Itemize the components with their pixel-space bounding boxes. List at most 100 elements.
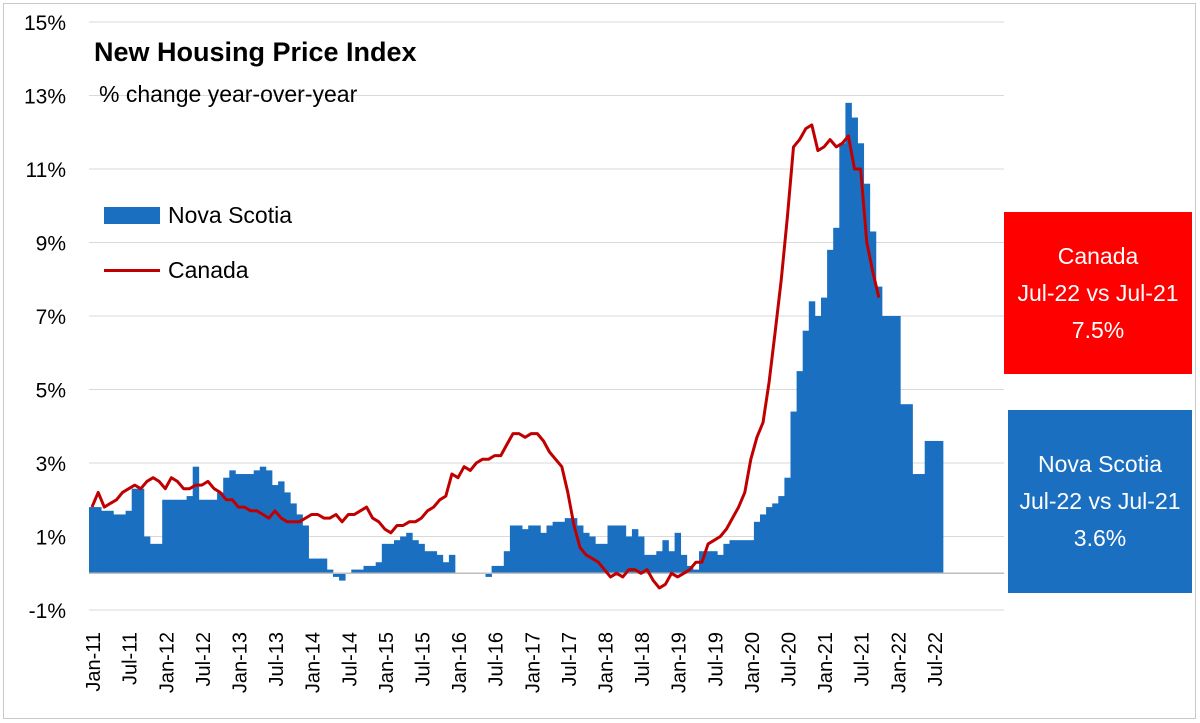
bar xyxy=(381,543,389,574)
bar xyxy=(790,411,797,574)
bar xyxy=(570,518,578,574)
x-tick-label: Jan-12 xyxy=(156,632,178,693)
y-tick-label: 5% xyxy=(36,380,66,403)
bar xyxy=(107,510,114,574)
bar xyxy=(595,543,602,574)
bar xyxy=(302,525,309,574)
x-tick-label: Jul-11 xyxy=(120,632,142,685)
bar xyxy=(839,143,846,574)
bar xyxy=(888,316,895,574)
bar xyxy=(796,371,804,574)
x-tick-label: Jan-13 xyxy=(229,632,251,693)
bar xyxy=(156,543,163,574)
bar xyxy=(247,474,255,574)
x-tick-label: Jan-11 xyxy=(83,632,105,692)
bar xyxy=(918,474,926,574)
bar xyxy=(741,540,749,574)
bar xyxy=(558,521,566,574)
y-tick-label: 11% xyxy=(26,159,66,182)
bar xyxy=(192,466,200,574)
bar xyxy=(827,249,834,574)
bar xyxy=(357,569,364,574)
canada-callout-period: Jul-22 vs Jul-21 xyxy=(1017,279,1179,306)
x-tick-label: Jan-16 xyxy=(449,632,471,693)
bar xyxy=(814,316,822,574)
y-axis-labels: -1% 1% 3% 5% 7% 9% 11% 13% 15% xyxy=(24,12,66,623)
bar xyxy=(802,330,810,574)
chart-subtitle: % change year-over-year xyxy=(99,81,358,107)
bar xyxy=(485,573,492,577)
bar xyxy=(235,474,242,574)
nova-scotia-callout-name: Nova Scotia xyxy=(1037,451,1162,477)
bar xyxy=(760,514,767,574)
y-tick-label: 9% xyxy=(36,233,66,256)
x-tick-label: Jan-19 xyxy=(669,632,691,693)
bar xyxy=(259,466,267,574)
bar xyxy=(601,543,608,574)
bar xyxy=(717,554,724,574)
canada-callout-value: 7.5% xyxy=(1071,316,1125,343)
bar xyxy=(644,554,651,574)
bar xyxy=(522,529,529,574)
x-tick-label: Jul-15 xyxy=(412,632,434,686)
bar xyxy=(613,525,621,574)
bar xyxy=(851,117,858,574)
bar xyxy=(406,532,413,574)
bar xyxy=(900,404,907,574)
bar xyxy=(808,301,816,574)
y-tick-label: 13% xyxy=(24,86,66,109)
chart-frame xyxy=(3,3,1196,719)
bar xyxy=(186,496,194,574)
bar xyxy=(448,554,456,574)
x-axis-labels: Jan-11 Jul-11 Jan-12 Jul-12 Jan-13 Jul-13 Jan-… xyxy=(83,632,947,693)
bar xyxy=(387,543,395,574)
bar xyxy=(198,499,206,574)
canada-callout: Canada Jul-22 vs Jul-21 7.5% xyxy=(1004,212,1192,374)
bar xyxy=(711,551,718,574)
bar xyxy=(113,514,120,574)
x-tick-label: Jul-21 xyxy=(852,632,874,686)
bar xyxy=(412,540,419,574)
legend-swatch-line xyxy=(104,268,160,272)
bar xyxy=(845,102,852,574)
bar xyxy=(174,499,181,574)
bar xyxy=(95,507,102,574)
bar xyxy=(491,565,499,574)
legend-label-canada: Canada xyxy=(168,256,249,283)
bar xyxy=(674,532,682,574)
bar xyxy=(430,551,438,574)
bar xyxy=(930,440,938,574)
bar xyxy=(894,316,901,574)
bar xyxy=(272,485,279,574)
bar xyxy=(497,565,505,574)
nova-scotia-bars xyxy=(89,102,944,581)
x-tick-label: Jul-20 xyxy=(778,632,800,686)
canada-callout-name: Canada xyxy=(1057,242,1139,269)
bar xyxy=(625,536,633,574)
bar xyxy=(223,477,230,574)
bar xyxy=(180,499,187,574)
bar xyxy=(162,499,169,574)
chart-title: New Housing Price Index xyxy=(94,37,417,67)
bar xyxy=(333,573,340,577)
bar xyxy=(253,470,261,574)
bar xyxy=(204,499,212,574)
bar xyxy=(747,540,755,574)
bar xyxy=(638,536,645,574)
bar xyxy=(833,227,840,574)
bar xyxy=(265,470,273,574)
x-tick-label: Jan-18 xyxy=(595,632,617,693)
bar xyxy=(735,540,743,574)
bar xyxy=(363,565,370,574)
bar xyxy=(729,540,736,574)
bar xyxy=(668,551,675,574)
bar xyxy=(662,540,669,574)
bar xyxy=(229,470,236,574)
bar xyxy=(89,507,96,574)
bar xyxy=(320,558,328,574)
bar xyxy=(692,569,700,574)
nova-scotia-callout-value: 3.6% xyxy=(1073,525,1127,551)
x-tick-label: Jul-19 xyxy=(705,632,727,686)
bar xyxy=(119,514,126,574)
